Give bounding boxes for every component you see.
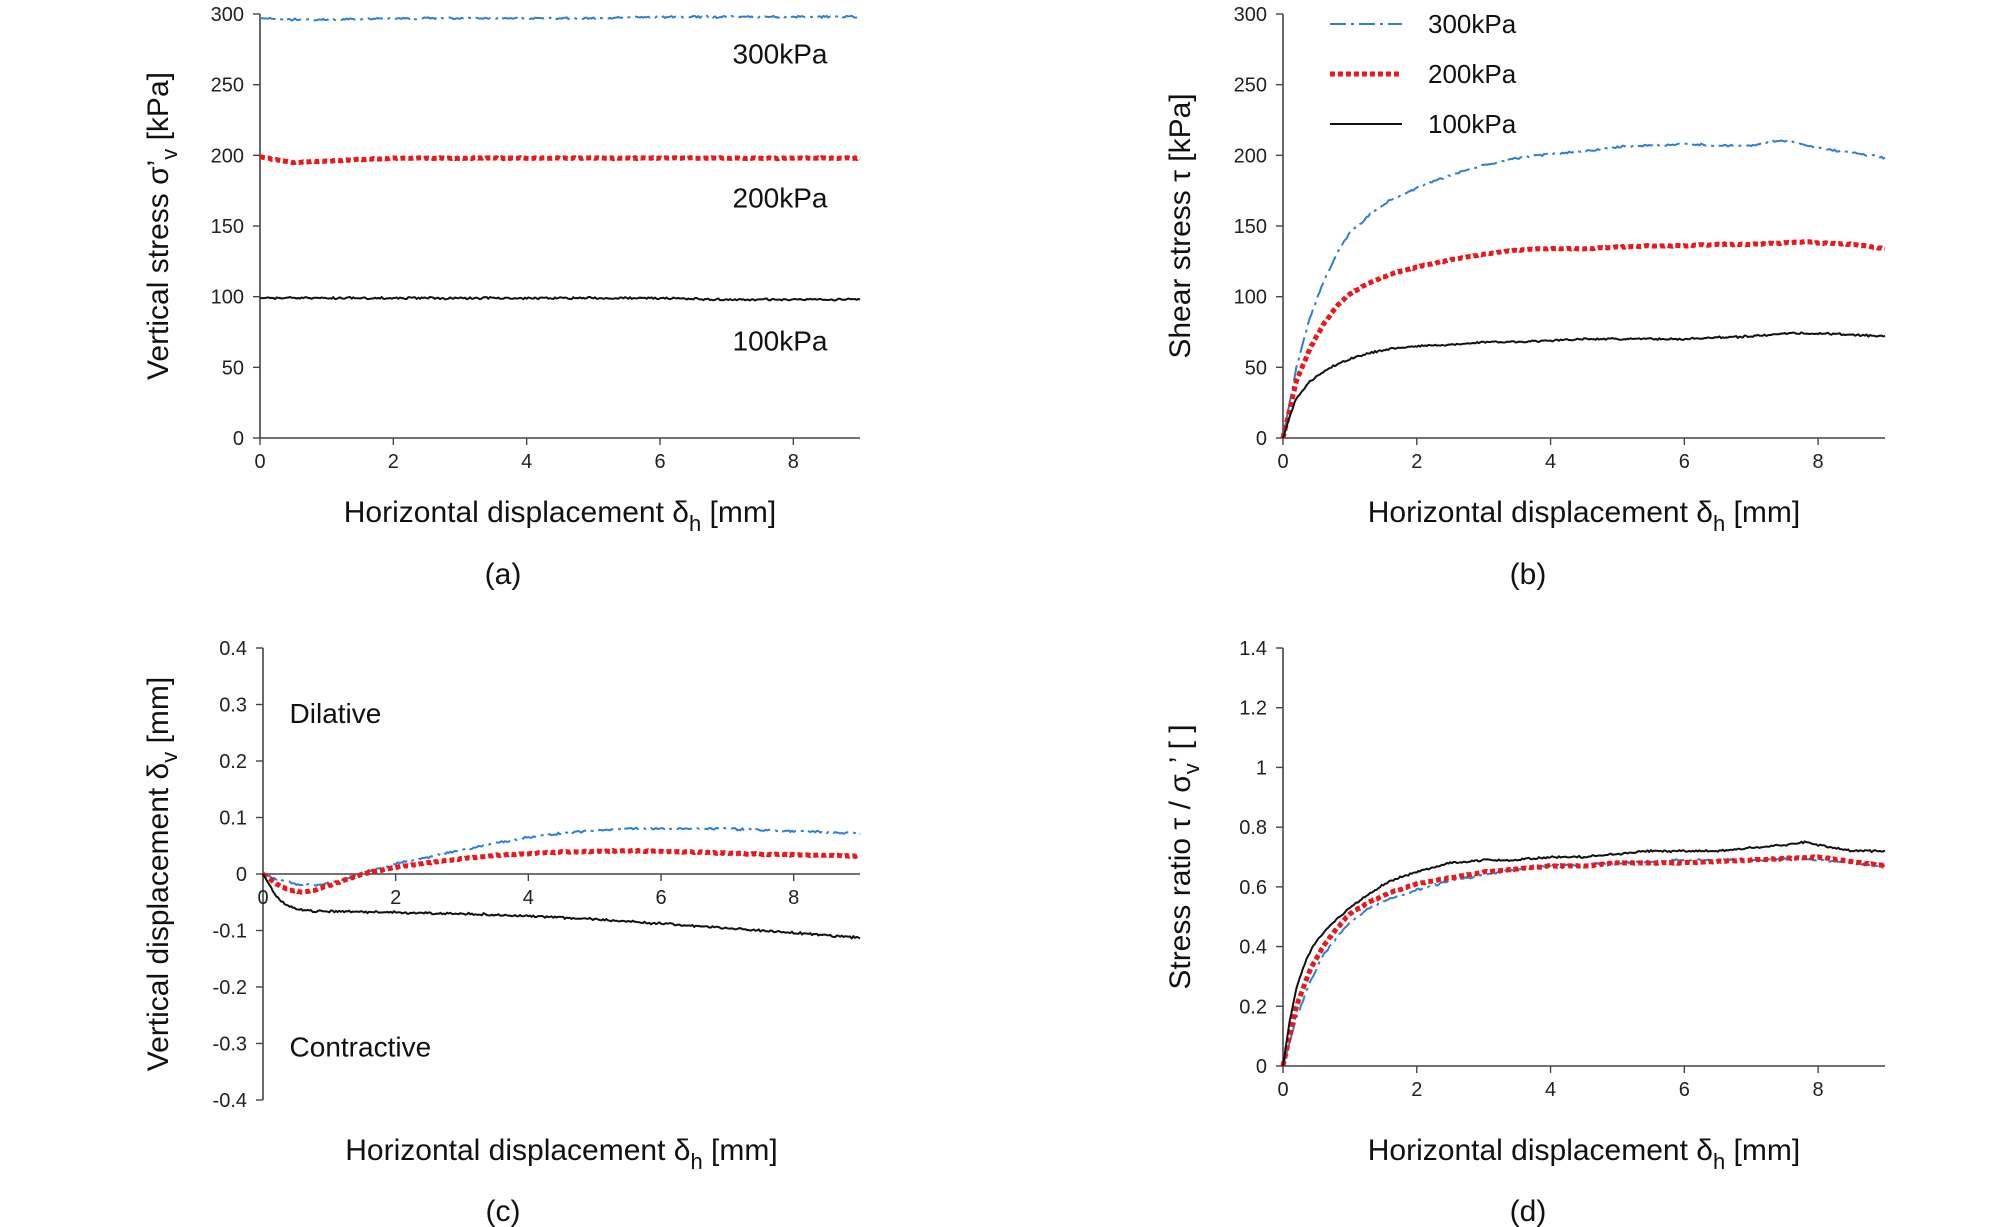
y-tick-label: 0 [1256,1056,1267,1078]
y-tick-label: 0.8 [1239,817,1267,839]
panel-label: (b) [1510,558,1547,591]
y-tick-label: 1.2 [1239,698,1267,720]
y-tick-label: 0 [1256,428,1267,450]
x-axis-label: Horizontal displacement δh [mm] [1368,496,1800,536]
y-tick-label: 0.4 [219,638,247,660]
series-line-300kPa [259,14,861,22]
y-tick-label: 250 [211,75,244,97]
y-tick-label: 0.1 [219,808,247,830]
annotation-label: 300kPa [733,39,828,70]
y-tick-label: 50 [1245,357,1267,379]
x-tick-label: 4 [521,451,532,473]
y-tick-label: -0.3 [213,1034,247,1056]
series-line-300kPa [1282,139,1886,439]
x-tick-label: 6 [655,887,666,909]
panel-label: (a) [485,558,522,591]
y-tick-label: 200 [1234,145,1267,167]
y-tick-label: 0.6 [1239,877,1267,899]
series-line-200kPa [261,847,861,895]
x-tick-label: 4 [1545,1079,1556,1101]
panel-label: (d) [1510,1195,1547,1227]
legend-label: 100kPa [1428,109,1517,139]
y-tick-label: 1.4 [1239,638,1267,660]
x-tick-label: 6 [1679,451,1690,473]
x-tick-label: 2 [1411,451,1422,473]
y-tick-label: 300 [1234,4,1267,26]
x-tick-label: 2 [390,887,401,909]
x-tick-label: 6 [654,451,665,473]
y-tick-label: 300 [211,4,244,26]
x-tick-label: 8 [1813,1079,1824,1101]
x-tick-label: 8 [1813,451,1824,473]
legend-label: 200kPa [1428,59,1517,89]
x-axis-label: Horizontal displacement δh [mm] [345,1134,777,1174]
annotation-label: 200kPa [733,183,828,214]
y-tick-label: 150 [211,216,244,238]
x-tick-label: 8 [788,451,799,473]
y-tick-label: 0.2 [219,751,247,773]
y-tick-label: 250 [1234,75,1267,97]
x-tick-label: 6 [1679,1079,1690,1101]
y-tick-label: 0.2 [1239,996,1267,1018]
y-tick-label: 100 [1234,287,1267,309]
y-tick-label: 0 [233,428,244,450]
series-line-100kPa [1282,331,1886,439]
panel-label: (c) [486,1195,521,1227]
x-tick-label: 0 [1277,1079,1288,1101]
y-tick-label: -0.1 [213,921,247,943]
x-tick-label: 2 [388,451,399,473]
series-line-100kPa [262,873,861,940]
annotation-label: 100kPa [733,325,828,356]
x-tick-label: 0 [257,887,268,909]
y-axis-label: Stress ratio τ / σv’ [ ] [1164,724,1204,989]
x-axis-label: Horizontal displacement δh [mm] [344,496,776,536]
y-tick-label: 0.3 [219,695,247,717]
series-line-100kPa [260,295,861,302]
y-axis-label: Vertical displacement δv [mm] [142,677,182,1072]
x-tick-label: 2 [1411,1079,1422,1101]
series-line-200kPa [1280,238,1886,439]
y-tick-label: 150 [1234,216,1267,238]
panel-d: 0 0.2 0.4 0.6 0.8 1 1.2 1.4 0 2 4 6 8 Horizontal disp… [1164,638,1886,1227]
panel-c: -0.4 -0.3 -0.2 -0.1 0 0.1 0.2 0.3 0.4 0 2 4 6 8 Dilati… [142,638,861,1227]
series-line-100kPa [1282,840,1886,1067]
y-axis-label: Vertical stress σ’v [kPa] [142,72,182,380]
y-tick-label: -0.2 [213,977,247,999]
annotation-label: Contractive [290,1031,432,1062]
x-tick-label: 4 [1545,451,1556,473]
annotation-label: Dilative [290,698,382,729]
x-tick-label: 0 [1277,451,1288,473]
panel-b: 0 50 100 150 200 250 300 0 2 4 6 8 300kPa 200kPa 100kP… [1164,4,1886,591]
y-tick-label: -0.4 [213,1090,247,1112]
legend-label: 300kPa [1428,9,1517,39]
y-tick-label: 0 [236,864,247,886]
y-tick-label: 200 [211,145,244,167]
y-tick-label: 1 [1256,757,1267,779]
series-line-300kPa [1282,857,1886,1067]
panel-a: 0 50 100 150 200 250 300 0 2 4 6 8 300kPa 200kPa 100kP… [142,4,862,591]
x-tick-label: 0 [254,451,265,473]
y-tick-label: 50 [222,357,244,379]
x-tick-label: 8 [788,887,799,909]
series-line-200kPa [1280,854,1886,1067]
y-tick-label: 0.4 [1239,937,1267,959]
x-tick-label: 4 [523,887,534,909]
series-line-200kPa [259,154,862,166]
y-axis-label: Shear stress τ [kPa] [1164,93,1197,358]
series-line-300kPa [262,826,861,887]
x-axis-label: Horizontal displacement δh [mm] [1368,1134,1800,1174]
y-tick-label: 100 [211,287,244,309]
